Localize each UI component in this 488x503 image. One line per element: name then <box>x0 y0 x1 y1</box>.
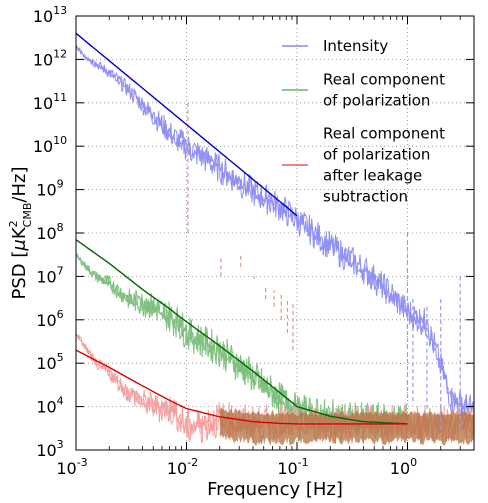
x-tick-label: 100 <box>390 456 417 478</box>
legend-label: of polarization <box>323 146 430 164</box>
y-tick-label: 1012 <box>33 47 67 69</box>
y-axis-label-mu: μ <box>9 239 30 251</box>
y-tick-label: 108 <box>36 221 63 243</box>
y-tick-label: 107 <box>36 264 63 286</box>
y-axis-label-sup: 2 <box>7 220 20 227</box>
y-tick-label: 106 <box>36 308 63 330</box>
y-tick-label: 1010 <box>33 134 67 156</box>
x-tick-label: 10-1 <box>277 456 308 478</box>
leakage-fit-line <box>76 349 408 425</box>
legend-label: after leakage <box>323 167 422 185</box>
legend-label: Intensity <box>323 37 388 55</box>
x-tick-label: 10-3 <box>56 456 87 478</box>
y-axis-label-k: K <box>9 226 30 239</box>
ticks <box>75 15 475 451</box>
y-tick-label: 109 <box>36 178 63 200</box>
y-tick-label: 103 <box>36 438 63 460</box>
legend-label: Real component <box>323 71 445 89</box>
y-tick-label: 104 <box>36 395 63 417</box>
y-tick-label: 105 <box>36 351 63 373</box>
legend-label: of polarization <box>323 92 430 110</box>
x-axis-label: Frequency [Hz] <box>207 479 343 500</box>
intensity-fit-line <box>76 32 298 217</box>
y-tick-label: 1013 <box>33 4 67 26</box>
y-axis-label: PSD [μK2CMB/Hz] <box>7 167 34 300</box>
legend-leakage: Real component of polarization after leaka… <box>282 125 445 206</box>
y-tick-label: 1011 <box>33 91 67 113</box>
legend-polarization: Real component of polarization <box>282 71 445 110</box>
polarization-fit-line <box>76 239 408 425</box>
y-tick-labels: 103 104 105 106 107 108 109 1010 1011 1012 1013 <box>33 4 67 460</box>
x-tick-labels: 10-3 10-2 10-1 100 <box>56 456 417 478</box>
legend-label: subtraction <box>323 188 408 206</box>
y-axis-label-prefix: PSD [ <box>9 251 30 300</box>
overlap-band <box>219 407 474 446</box>
y-axis-label-sub: CMB <box>21 203 34 228</box>
data-layer <box>76 32 474 446</box>
legend-label: Real component <box>323 125 445 143</box>
legend-intensity: Intensity <box>282 37 388 55</box>
y-axis-label-suffix: /Hz] <box>9 167 30 203</box>
x-tick-label: 10-2 <box>167 456 198 478</box>
